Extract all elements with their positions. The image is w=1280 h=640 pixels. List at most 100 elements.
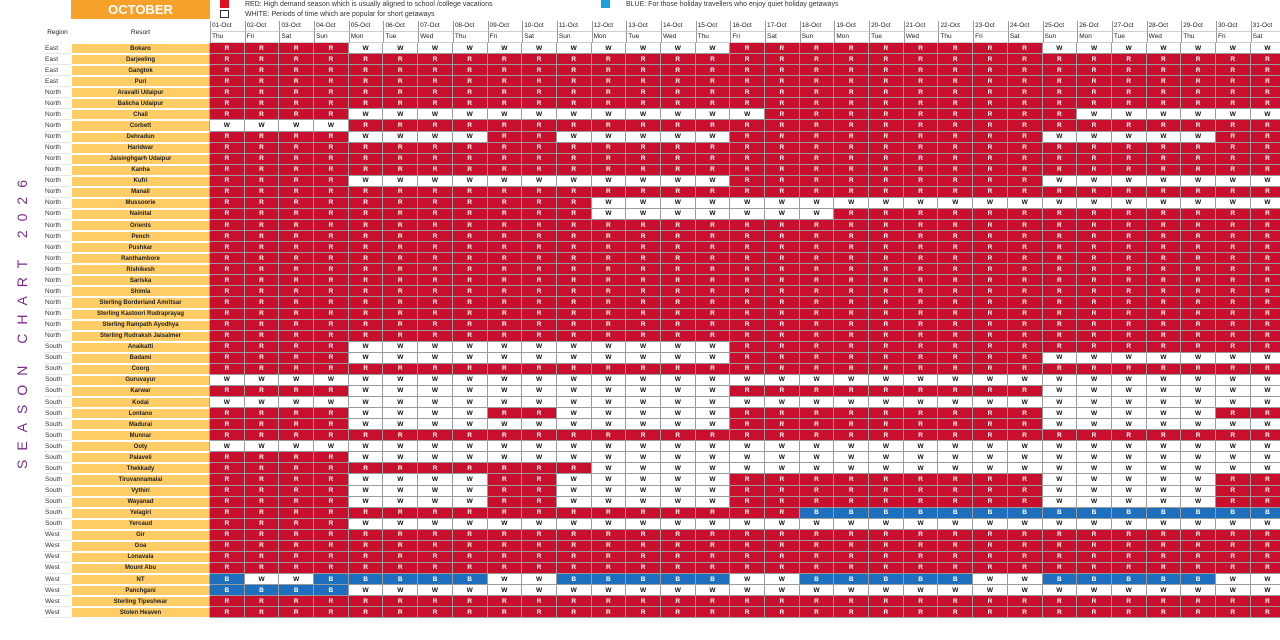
season-cell: R	[314, 208, 349, 220]
season-cell: R	[1215, 596, 1251, 608]
season-cell: R	[660, 529, 696, 541]
season-cell: W	[591, 109, 627, 121]
date-header: 22-Oct	[938, 21, 974, 32]
season-cell: R	[903, 419, 939, 431]
season-cell: R	[730, 551, 765, 563]
season-cell: R	[556, 363, 592, 375]
season-cell: R	[1007, 76, 1043, 88]
season-cell: R	[1007, 485, 1043, 497]
season-cell: B	[869, 507, 904, 519]
season-cell: R	[314, 385, 349, 397]
season-cell: W	[591, 397, 627, 409]
season-cell: R	[695, 54, 731, 66]
season-cell: R	[314, 518, 349, 530]
season-cell: R	[938, 175, 974, 187]
season-cell: R	[348, 153, 384, 165]
season-cell: R	[660, 220, 696, 232]
season-cell: R	[348, 308, 384, 320]
season-cell: R	[279, 518, 315, 530]
season-cell: R	[487, 507, 523, 519]
season-cell: R	[903, 275, 939, 287]
season-cell: R	[869, 120, 904, 132]
season-cell: R	[487, 76, 523, 88]
season-cell: R	[938, 286, 974, 298]
region-header: Region	[47, 28, 68, 36]
season-cell: W	[522, 585, 557, 597]
season-cell: R	[834, 419, 870, 431]
region-cell: North	[44, 286, 71, 298]
season-cell: W	[1250, 574, 1280, 586]
season-cell: R	[660, 54, 696, 66]
season-cell: R	[1077, 87, 1112, 99]
season-cell: R	[591, 54, 627, 66]
season-cell: R	[799, 120, 835, 132]
season-cell: R	[799, 242, 835, 254]
season-cell: R	[1007, 419, 1043, 431]
season-cell: R	[1007, 253, 1043, 265]
season-cell: W	[626, 518, 661, 530]
season-cell: R	[626, 275, 661, 287]
season-cell: W	[765, 397, 800, 409]
date-header: 10-Oct	[522, 21, 557, 32]
day-header: Thu	[695, 32, 731, 43]
season-cell: R	[973, 297, 1008, 309]
season-cell: R	[383, 607, 419, 619]
season-cell: B	[556, 574, 592, 586]
season-cell: W	[799, 441, 835, 453]
season-cell: R	[1215, 220, 1251, 232]
season-cell: W	[1042, 385, 1078, 397]
season-cell: W	[730, 463, 765, 475]
season-cell: W	[556, 374, 592, 386]
season-cell: R	[1215, 496, 1251, 508]
season-cell: R	[834, 87, 870, 99]
season-cell: R	[799, 496, 835, 508]
season-cell: R	[279, 408, 315, 420]
season-cell: R	[869, 65, 904, 77]
date-header: 28-Oct	[1146, 21, 1182, 32]
season-cell: R	[799, 408, 835, 420]
season-cell: W	[1215, 385, 1251, 397]
season-cell: R	[383, 76, 419, 88]
season-cell: W	[660, 341, 696, 353]
season-cell: W	[1181, 352, 1216, 364]
season-cell: R	[1181, 164, 1216, 176]
season-cell: R	[1111, 120, 1147, 132]
season-cell: R	[1215, 408, 1251, 420]
season-cell: R	[799, 341, 835, 353]
season-cell: B	[626, 574, 661, 586]
season-cell: R	[279, 308, 315, 320]
season-cell: W	[1181, 474, 1216, 486]
season-cell: R	[1250, 253, 1280, 265]
season-cell: R	[903, 98, 939, 110]
season-cell: R	[799, 76, 835, 88]
season-cell: R	[1181, 529, 1216, 541]
season-cell: W	[244, 374, 280, 386]
season-cell: W	[799, 518, 835, 530]
season-cell: R	[418, 275, 453, 287]
season-cell: W	[1111, 496, 1147, 508]
season-cell: R	[660, 153, 696, 165]
season-cell: R	[903, 208, 939, 220]
season-cell: R	[973, 142, 1008, 154]
season-cell: R	[799, 231, 835, 243]
season-cell: R	[487, 220, 523, 232]
season-cell: R	[348, 551, 384, 563]
season-cell: R	[695, 231, 731, 243]
season-cell: R	[903, 496, 939, 508]
season-cell: R	[903, 551, 939, 563]
season-cell: R	[279, 330, 315, 342]
season-cell: R	[522, 607, 557, 619]
region-cell: South	[44, 519, 71, 530]
season-cell: R	[695, 607, 731, 619]
season-cell: W	[1215, 175, 1251, 187]
season-cell: W	[1250, 197, 1280, 209]
season-cell: R	[938, 496, 974, 508]
season-cell: R	[1042, 186, 1078, 198]
season-cell: W	[903, 441, 939, 453]
season-cell: R	[383, 164, 419, 176]
season-cell: R	[626, 308, 661, 320]
season-cell: R	[765, 220, 800, 232]
season-cell: W	[765, 441, 800, 453]
season-cell: W	[1181, 585, 1216, 597]
season-cell: R	[938, 275, 974, 287]
